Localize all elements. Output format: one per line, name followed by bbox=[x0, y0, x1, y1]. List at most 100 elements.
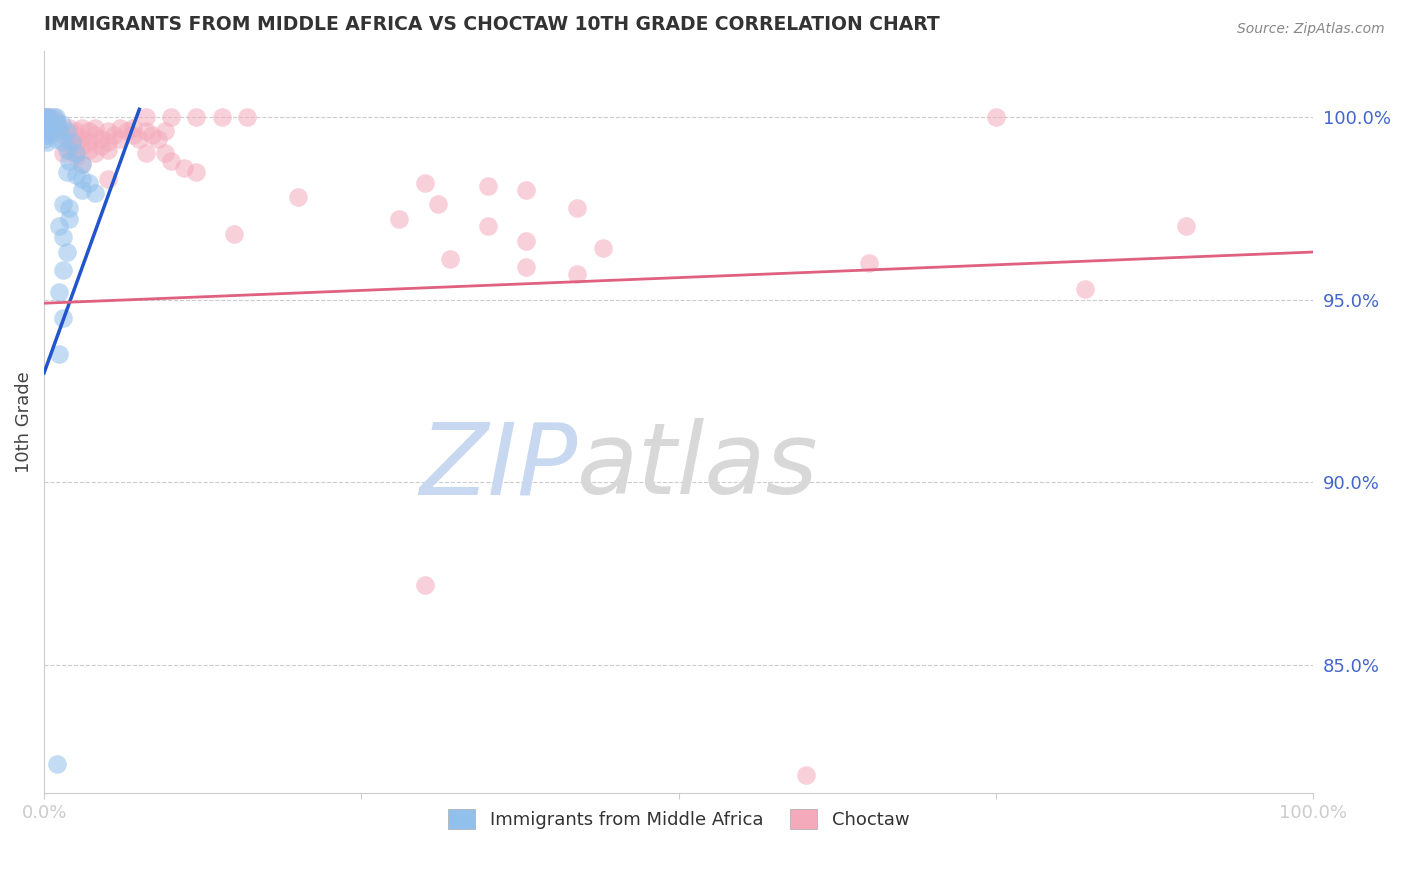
Point bbox=[97, 172, 120, 186]
Point bbox=[60, 136, 83, 150]
Point bbox=[236, 110, 259, 124]
Point bbox=[44, 113, 66, 128]
Point bbox=[413, 176, 436, 190]
Point bbox=[287, 190, 309, 204]
Point bbox=[38, 117, 60, 131]
Point bbox=[51, 117, 73, 131]
Point bbox=[70, 183, 93, 197]
Point bbox=[45, 117, 67, 131]
Point bbox=[135, 124, 157, 138]
Point bbox=[52, 197, 75, 211]
Point bbox=[58, 143, 80, 157]
Point bbox=[58, 120, 80, 135]
Point bbox=[52, 136, 75, 150]
Point bbox=[35, 120, 58, 135]
Point bbox=[35, 136, 58, 150]
Point bbox=[984, 110, 1007, 124]
Point bbox=[58, 212, 80, 227]
Point bbox=[65, 168, 87, 182]
Point bbox=[56, 245, 79, 260]
Point bbox=[77, 143, 100, 157]
Point bbox=[153, 146, 176, 161]
Point bbox=[70, 131, 93, 145]
Point bbox=[83, 186, 105, 201]
Point bbox=[224, 227, 246, 241]
Point bbox=[115, 124, 138, 138]
Point bbox=[52, 146, 75, 161]
Point bbox=[122, 128, 145, 142]
Point bbox=[858, 256, 880, 270]
Point bbox=[128, 131, 150, 145]
Point bbox=[90, 139, 112, 153]
Point bbox=[48, 124, 70, 138]
Text: ZIP: ZIP bbox=[419, 418, 576, 516]
Point bbox=[34, 117, 56, 131]
Point bbox=[413, 578, 436, 592]
Point bbox=[186, 110, 208, 124]
Point bbox=[41, 113, 63, 128]
Point bbox=[34, 128, 56, 142]
Point bbox=[34, 124, 56, 138]
Point bbox=[37, 110, 59, 124]
Point bbox=[48, 219, 70, 234]
Point bbox=[160, 153, 183, 168]
Point bbox=[77, 136, 100, 150]
Point bbox=[65, 128, 87, 142]
Point bbox=[44, 120, 66, 135]
Point bbox=[37, 110, 59, 124]
Point bbox=[52, 310, 75, 325]
Point bbox=[65, 146, 87, 161]
Point bbox=[477, 179, 499, 194]
Point bbox=[83, 146, 105, 161]
Point bbox=[565, 201, 588, 215]
Point bbox=[34, 110, 56, 124]
Point bbox=[426, 197, 449, 211]
Point bbox=[515, 260, 537, 274]
Point bbox=[56, 164, 79, 178]
Point bbox=[45, 757, 67, 772]
Point bbox=[42, 117, 65, 131]
Point bbox=[565, 267, 588, 281]
Point bbox=[35, 110, 58, 124]
Point bbox=[77, 124, 100, 138]
Point bbox=[592, 241, 614, 255]
Point bbox=[173, 161, 195, 175]
Point bbox=[90, 131, 112, 145]
Point bbox=[39, 120, 62, 135]
Point bbox=[135, 110, 157, 124]
Point bbox=[39, 110, 62, 124]
Point bbox=[52, 230, 75, 244]
Point bbox=[110, 120, 132, 135]
Point bbox=[44, 110, 66, 124]
Point bbox=[97, 143, 120, 157]
Point bbox=[70, 157, 93, 171]
Point bbox=[34, 110, 56, 124]
Point bbox=[56, 143, 79, 157]
Point bbox=[35, 128, 58, 142]
Point bbox=[211, 110, 233, 124]
Point bbox=[34, 120, 56, 135]
Point bbox=[52, 128, 75, 142]
Point bbox=[141, 128, 163, 142]
Point bbox=[65, 136, 87, 150]
Point bbox=[388, 212, 411, 227]
Point bbox=[58, 153, 80, 168]
Y-axis label: 10th Grade: 10th Grade bbox=[15, 371, 32, 473]
Point bbox=[515, 183, 537, 197]
Point bbox=[97, 136, 120, 150]
Point bbox=[34, 113, 56, 128]
Point bbox=[1074, 282, 1097, 296]
Point bbox=[160, 110, 183, 124]
Text: atlas: atlas bbox=[576, 418, 818, 516]
Point bbox=[135, 146, 157, 161]
Point bbox=[83, 120, 105, 135]
Point bbox=[110, 131, 132, 145]
Point bbox=[52, 263, 75, 277]
Point bbox=[77, 176, 100, 190]
Point bbox=[70, 139, 93, 153]
Point bbox=[153, 124, 176, 138]
Point bbox=[103, 128, 125, 142]
Point bbox=[58, 201, 80, 215]
Point bbox=[65, 124, 87, 138]
Point bbox=[37, 113, 59, 128]
